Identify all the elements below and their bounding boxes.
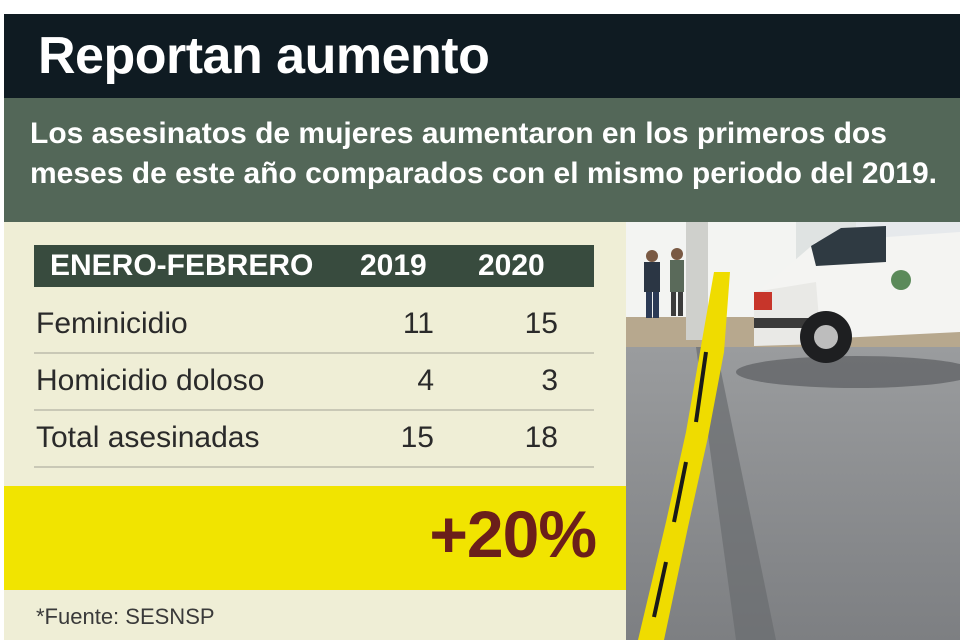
header-bar: Reportan aumento [4, 14, 960, 98]
percent-increase: +20% [429, 497, 597, 571]
column-header-2020: 2020 [478, 249, 545, 282]
van-illustration [754, 226, 960, 363]
table-header: ENERO-FEBRERO 2019 2020 [34, 245, 594, 287]
value-2020: 3 [541, 364, 558, 397]
table-row: Feminicidio 11 15 [34, 296, 594, 354]
value-2020: 15 [524, 307, 558, 340]
highlight-band: +20% [4, 486, 626, 590]
column-header-2019: 2019 [360, 249, 427, 282]
subheading-text: Los asesinatos de mujeres aumentaron en … [30, 117, 938, 190]
source-note: *Fuente: SESNSP [36, 604, 215, 629]
police-tape [638, 272, 730, 640]
crime-scene-photo [626, 222, 960, 640]
value-2019: 11 [402, 307, 434, 340]
row-label: Feminicidio [36, 307, 188, 340]
value-2020: 18 [524, 421, 558, 454]
row-label: Homicidio doloso [36, 364, 265, 397]
value-2019: 4 [417, 364, 434, 397]
value-2019: 15 [400, 421, 434, 454]
subheading-bar: Los asesinatos de mujeres aumentaron en … [4, 98, 960, 222]
column-header-period: ENERO-FEBRERO [50, 249, 314, 282]
page-title: Reportan aumento [38, 27, 490, 85]
row-label: Total asesinadas [36, 421, 260, 454]
photo-illustration [626, 222, 960, 640]
table-row: Total asesinadas 15 18 [34, 410, 594, 468]
table-row: Homicidio doloso 4 3 [34, 353, 594, 411]
